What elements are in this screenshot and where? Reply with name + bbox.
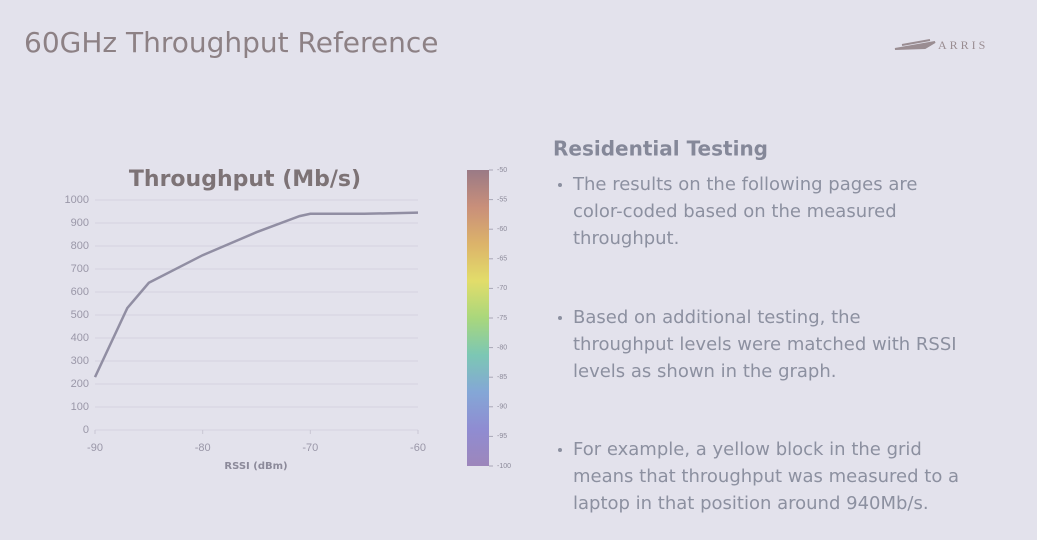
bullet-text: color-coded based on the measured: [573, 201, 897, 222]
y-tick-label: 800: [71, 240, 89, 252]
bullet-text: laptop in that position around 940Mb/s.: [573, 493, 929, 514]
y-tick-label: 200: [71, 378, 89, 390]
bullet-text: throughput.: [573, 228, 679, 249]
colorbar-tick-label: -85: [497, 374, 507, 381]
y-tick-label: 400: [71, 332, 89, 344]
y-tick-label: 500: [71, 309, 89, 321]
y-tick-label: 100: [71, 401, 89, 413]
bullet-text: levels as shown in the graph.: [573, 361, 837, 382]
colorbar-tick-label: -75: [497, 315, 507, 322]
heading: Residential Testing: [553, 137, 768, 161]
colorbar-tick-label: -90: [497, 404, 507, 411]
slide: 60GHz Throughput Reference ARRIS Through…: [0, 0, 1037, 540]
y-tick-label: 900: [71, 217, 89, 229]
x-tick-label: -80: [195, 442, 211, 454]
x-tick-label: -90: [87, 442, 103, 454]
logo: ARRIS: [938, 38, 988, 52]
colorbar-tick-label: -65: [497, 256, 507, 263]
colorbar-tick-label: -95: [497, 433, 507, 440]
x-tick-label: -60: [410, 442, 426, 454]
colorbar-tick-label: -70: [497, 285, 507, 292]
bullet-text: Based on additional testing, the: [573, 307, 861, 328]
bullet-dot: [558, 448, 562, 452]
bullet-text: throughput levels were matched with RSSI: [573, 334, 957, 355]
x-tick-label: -70: [302, 442, 318, 454]
bullet-text: For example, a yellow block in the grid: [573, 439, 922, 460]
chart-title: Throughput (Mb/s): [129, 167, 361, 192]
slide-title: 60GHz Throughput Reference: [24, 26, 439, 59]
bullet-text: means that throughput was measured to a: [573, 466, 959, 487]
colorbar: [467, 170, 489, 466]
bullet-dot: [558, 183, 562, 187]
page: {"slide": {"title": "60GHz Throughput Re…: [0, 0, 1037, 540]
colorbar-tick-label: -55: [497, 196, 507, 203]
y-tick-label: 700: [71, 263, 89, 275]
y-tick-label: 1000: [65, 194, 89, 206]
bullet-dot: [558, 316, 562, 320]
y-tick-label: 300: [71, 355, 89, 367]
colorbar-tick-label: -50: [497, 167, 507, 174]
bullet-text: The results on the following pages are: [572, 174, 917, 195]
x-axis-label: RSSI (dBm): [224, 461, 287, 472]
colorbar-tick-label: -60: [497, 226, 507, 233]
y-tick-label: 600: [71, 286, 89, 298]
colorbar-tick-label: -80: [497, 344, 507, 351]
y-tick-label: 0: [83, 424, 89, 436]
colorbar-tick-label: -100: [497, 463, 511, 470]
